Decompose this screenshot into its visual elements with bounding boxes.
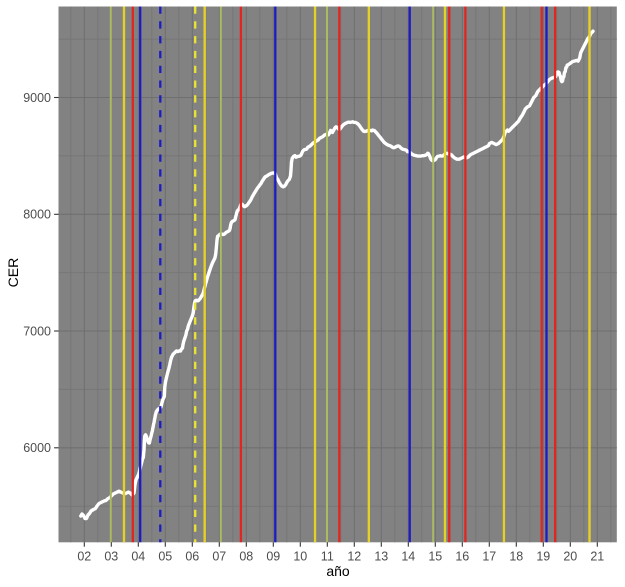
- svg-text:08: 08: [239, 550, 253, 564]
- svg-text:05: 05: [158, 550, 172, 564]
- svg-text:04: 04: [131, 550, 145, 564]
- svg-text:14: 14: [401, 550, 415, 564]
- svg-text:07: 07: [212, 550, 226, 564]
- svg-text:CER: CER: [5, 258, 21, 288]
- svg-text:12: 12: [347, 550, 361, 564]
- svg-text:06: 06: [185, 550, 199, 564]
- svg-text:21: 21: [590, 550, 604, 564]
- svg-text:20: 20: [563, 550, 577, 564]
- svg-text:11: 11: [321, 550, 334, 564]
- svg-text:6000: 6000: [23, 441, 51, 455]
- svg-text:8000: 8000: [23, 208, 51, 222]
- svg-text:13: 13: [374, 550, 388, 564]
- svg-text:03: 03: [104, 550, 118, 564]
- svg-text:año: año: [326, 563, 350, 579]
- svg-text:02: 02: [77, 550, 91, 564]
- svg-text:16: 16: [455, 550, 469, 564]
- svg-text:10: 10: [293, 550, 307, 564]
- svg-text:19: 19: [536, 550, 550, 564]
- svg-text:09: 09: [266, 550, 280, 564]
- svg-text:15: 15: [428, 550, 442, 564]
- svg-text:17: 17: [482, 550, 496, 564]
- svg-text:7000: 7000: [23, 324, 51, 338]
- svg-text:18: 18: [509, 550, 523, 564]
- svg-text:9000: 9000: [23, 91, 51, 105]
